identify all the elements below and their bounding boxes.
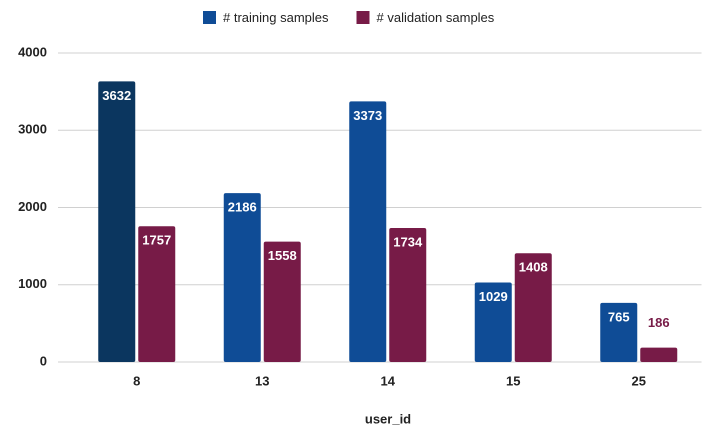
bar [474,282,512,362]
bar [389,228,427,362]
legend-label: # training samples [223,10,329,25]
legend-swatch [356,11,370,24]
data-label: 1734 [393,234,423,249]
legend-label: # validation samples [377,10,495,25]
data-label: 1408 [519,260,548,275]
x-axis-label: user_id [365,411,411,426]
data-label: 186 [648,315,670,330]
x-tick-label: 25 [632,373,646,388]
bar [263,241,301,362]
y-tick-label: 0 [40,353,47,368]
legend-swatch [203,11,216,24]
bar [349,101,387,362]
data-label: 2186 [228,200,257,215]
bar [138,226,176,362]
y-tick-label: 3000 [18,122,47,137]
x-tick-label: 8 [133,373,140,388]
y-tick-label: 2000 [18,199,47,214]
data-label: 3373 [353,108,382,123]
bar [98,81,136,362]
data-label: 3632 [102,88,131,103]
data-label: 765 [608,309,630,324]
bar [223,193,261,362]
x-tick-label: 14 [381,373,396,388]
bar [640,347,678,362]
x-tick-label: 13 [255,373,269,388]
data-label: 1029 [479,289,508,304]
y-tick-label: 1000 [18,276,47,291]
data-label: 1558 [268,248,297,263]
bar [514,253,552,362]
data-label: 1757 [142,233,171,248]
y-tick-label: 4000 [18,44,47,59]
x-tick-label: 15 [506,373,520,388]
bar [600,302,638,362]
